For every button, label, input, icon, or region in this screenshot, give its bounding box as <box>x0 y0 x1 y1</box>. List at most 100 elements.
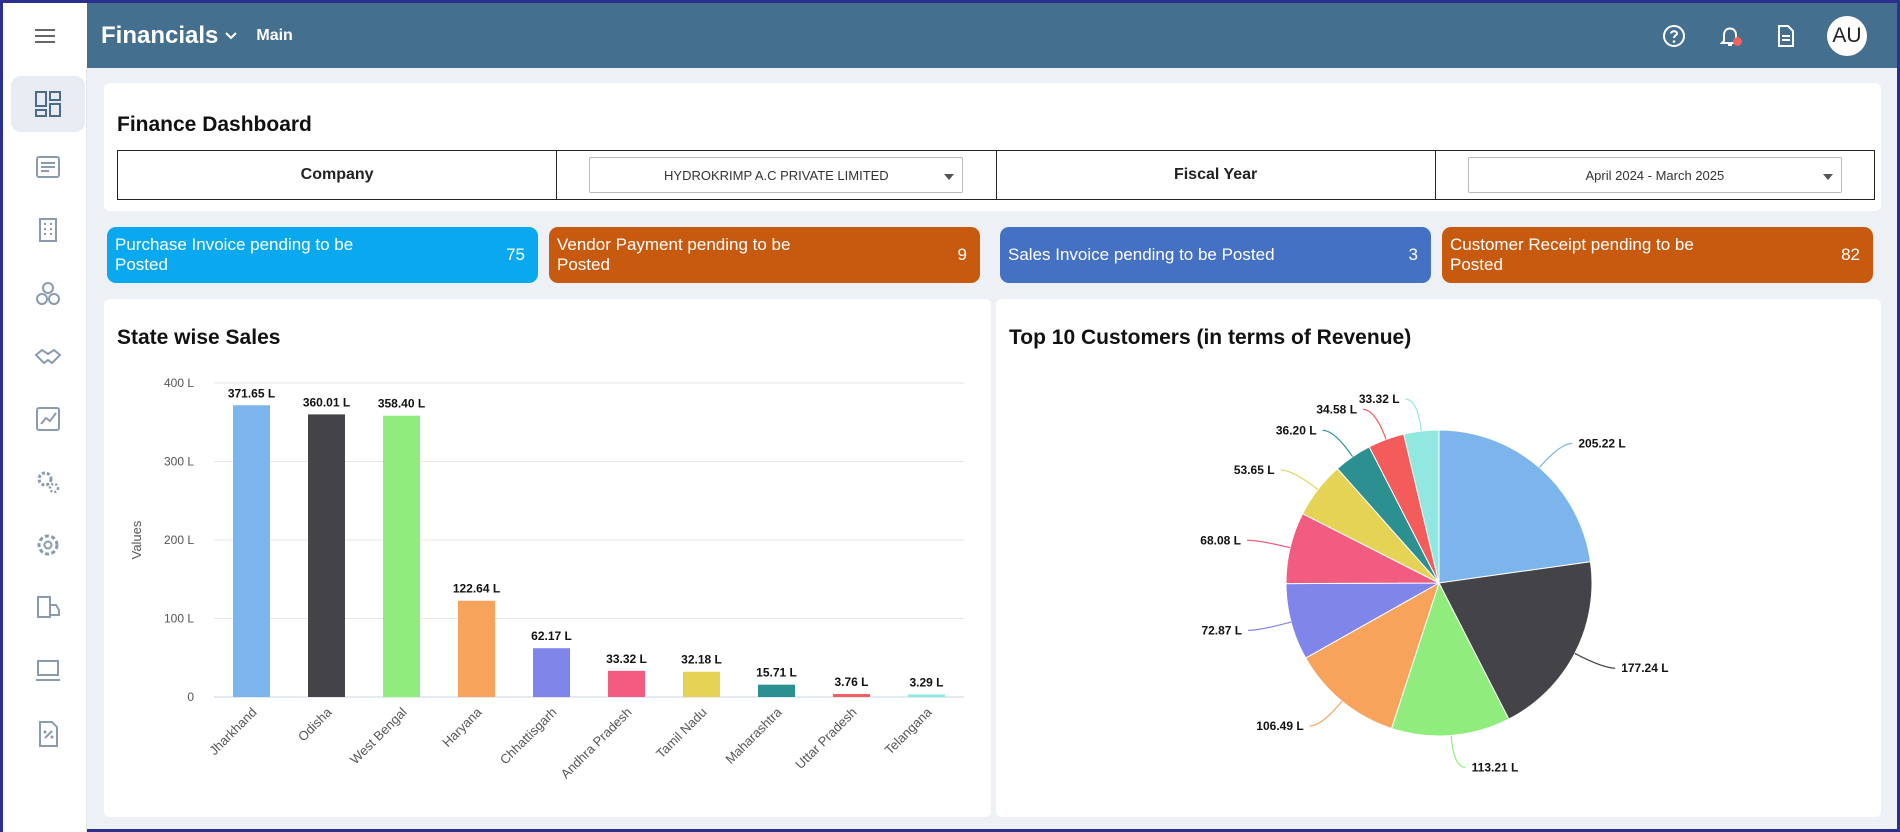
pie-data-label: 34.58 L <box>1316 402 1357 416</box>
sidebar <box>3 68 87 832</box>
report-chart-icon <box>36 407 60 431</box>
x-tick-label: Andhra Pradesh <box>558 705 635 782</box>
app-switcher[interactable]: Financials <box>101 22 238 50</box>
document-button[interactable] <box>1771 21 1801 51</box>
bar-haryana[interactable] <box>458 600 495 697</box>
fiscal-year-select-value: April 2024 - March 2025 <box>1585 167 1725 183</box>
y-tick-label: 400 L <box>164 376 194 390</box>
pie-connector <box>1450 735 1466 769</box>
settings-gear-icon <box>37 534 59 556</box>
notification-badge <box>1733 36 1742 46</box>
pie-data-label: 36.20 L <box>1276 423 1317 437</box>
x-tick-label: Telangana <box>882 704 936 758</box>
pie-slice[interactable] <box>1304 581 1440 730</box>
pie-data-label: 33.32 L <box>1359 392 1400 406</box>
bar-telangana[interactable] <box>908 694 945 697</box>
sidebar-item-tax[interactable] <box>11 706 85 762</box>
bell-icon <box>1719 26 1741 46</box>
sidebar-item-logistics[interactable] <box>11 580 85 636</box>
pie-data-label: 205.22 L <box>1578 436 1625 450</box>
notifications-button[interactable] <box>1715 21 1745 51</box>
bar-uttar-pradesh[interactable] <box>833 694 870 697</box>
pie-connector <box>1574 652 1616 669</box>
x-tick-label: Uttar Pradesh <box>792 705 859 772</box>
x-tick-label: Odisha <box>295 704 335 744</box>
company-label: Company <box>118 151 558 199</box>
state-sales-bar-chart: 0 100 L 200 L 300 L 400 L Values 371.65 L Jhark… <box>129 376 964 782</box>
kpi-label: Sales Invoice pending to be Posted <box>1008 245 1275 264</box>
sidebar-item-dashboard[interactable] <box>11 76 85 132</box>
sidebar-item-systems[interactable] <box>11 643 85 699</box>
y-axis-label: Values <box>129 520 144 559</box>
avatar[interactable]: AU <box>1827 15 1867 56</box>
bar-data-label: 360.01 L <box>303 395 350 409</box>
menu-button[interactable] <box>3 3 87 68</box>
pie-slice[interactable] <box>1438 429 1592 584</box>
pie-connector <box>1280 469 1319 490</box>
pie-connector <box>1405 398 1422 432</box>
kpi-label: Vendor Payment pending to be Posted <box>557 235 791 274</box>
bar-data-label: 3.29 L <box>909 675 943 689</box>
kpi-count: 75 <box>506 245 525 264</box>
top-customers-pie-chart: 205.22 L 177.24 L 113.21 L 106.49 L 72.87 L 6… <box>1200 392 1668 774</box>
sidebar-item-company[interactable] <box>11 202 85 258</box>
pie-data-label: 53.65 L <box>1234 463 1275 477</box>
gears-icon <box>37 471 60 494</box>
company-cell: HYDROKRIMP A.C PRIVATE LIMITED <box>557 151 997 199</box>
kpi-purchase-invoice[interactable]: Purchase Invoice pending to be Posted 75 <box>107 227 538 283</box>
chart-title: State wise Sales <box>117 326 281 349</box>
app-title: Financials <box>101 21 219 49</box>
dropdown-caret-icon <box>944 174 955 180</box>
x-tick-label: Maharashtra <box>722 704 785 767</box>
sidebar-item-customers[interactable] <box>11 328 85 384</box>
top-bar: Financials Main <box>3 3 1897 68</box>
sidebar-item-reports[interactable] <box>11 391 85 447</box>
y-tick-label: 100 L <box>164 612 194 626</box>
top-customers-card: Top 10 Customers (in terms of Revenue) 2… <box>996 299 1881 817</box>
fiscal-year-select[interactable]: April 2024 - March 2025 <box>1467 157 1842 193</box>
fiscal-year-cell: April 2024 - March 2025 <box>1436 151 1874 199</box>
bar-andhra-pradesh[interactable] <box>608 670 645 697</box>
y-tick-label: 300 L <box>164 455 194 469</box>
kpi-count: 82 <box>1841 245 1860 264</box>
pie-slice[interactable] <box>1438 561 1593 720</box>
coins-icon <box>36 282 60 305</box>
dashboard-header: Finance Dashboard Company HYDROKRIMP A.C… <box>104 83 1881 211</box>
hamburger-icon <box>35 28 55 43</box>
kpi-label: Purchase Invoice pending to be Posted <box>115 235 354 274</box>
fiscal-year-label: Fiscal Year <box>997 151 1436 199</box>
handshake-icon <box>34 348 62 365</box>
sidebar-item-settings[interactable] <box>11 517 85 573</box>
pie-connector <box>1362 408 1387 440</box>
kpi-sales-invoice[interactable]: Sales Invoice pending to be Posted 3 <box>1000 227 1431 283</box>
help-button[interactable] <box>1659 21 1689 51</box>
kpi-customer-receipt[interactable]: Customer Receipt pending to be Posted 82 <box>1442 227 1873 283</box>
bar-chhattisgarh[interactable] <box>533 648 570 697</box>
pie-slice[interactable] <box>1403 429 1440 584</box>
computer-icon <box>36 660 60 681</box>
bar-west-bengal[interactable] <box>383 415 420 697</box>
sidebar-item-configuration[interactable] <box>11 454 85 510</box>
bar-data-label: 3.76 L <box>834 675 868 689</box>
filter-table: Company HYDROKRIMP A.C PRIVATE LIMITED F… <box>117 150 1875 200</box>
help-circle-icon <box>1663 24 1685 47</box>
bar-data-label: 15.71 L <box>756 666 797 680</box>
company-select[interactable]: HYDROKRIMP A.C PRIVATE LIMITED <box>589 157 964 193</box>
pie-data-label: 177.24 L <box>1621 661 1668 675</box>
state-sales-card: State wise Sales 0 100 L 200 L 300 L 400 L Va… <box>104 299 991 817</box>
bar-tamil-nadu[interactable] <box>683 671 720 697</box>
app-subtitle: Main <box>256 26 293 44</box>
company-select-value: HYDROKRIMP A.C PRIVATE LIMITED <box>664 167 889 183</box>
bar-maharashtra[interactable] <box>758 684 795 697</box>
pie-data-label: 106.49 L <box>1256 719 1303 733</box>
bar-odisha[interactable] <box>308 414 345 697</box>
kpi-count: 9 <box>957 245 967 264</box>
sidebar-item-invoices[interactable] <box>11 139 85 195</box>
kpi-vendor-payment[interactable]: Vendor Payment pending to be Posted 9 <box>549 227 980 283</box>
sidebar-item-payments[interactable] <box>11 265 85 321</box>
pie-connector <box>1538 442 1573 468</box>
kpi-label: Customer Receipt pending to be Posted <box>1450 235 1694 274</box>
bar-jharkhand[interactable] <box>233 405 270 697</box>
bar-data-label: 32.18 L <box>681 653 722 667</box>
x-tick-label: Chhattisgarh <box>497 705 560 768</box>
